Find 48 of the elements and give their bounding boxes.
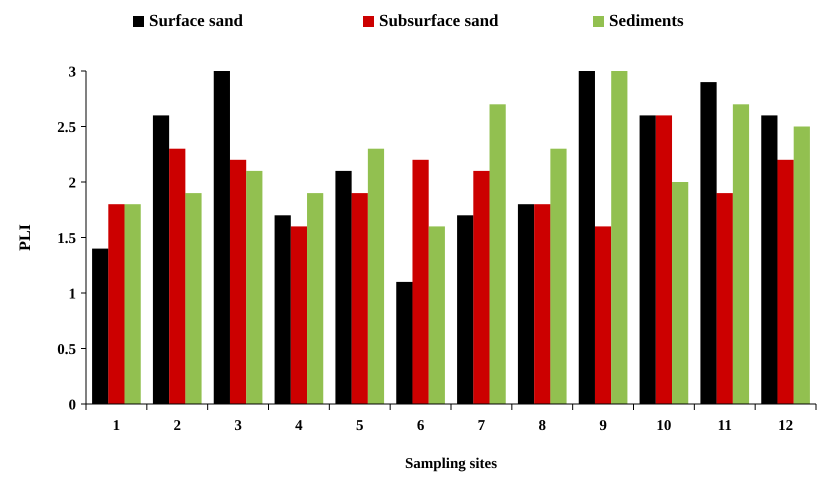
y-tick-label: 2.5: [57, 120, 76, 136]
bar: [611, 71, 628, 404]
x-tick-label: 2: [174, 418, 181, 434]
bar: [368, 148, 384, 404]
y-tick-label: 0: [68, 397, 76, 414]
bar: [534, 204, 550, 404]
bar: [352, 193, 368, 404]
bar: [412, 160, 429, 404]
x-tick-label: 11: [718, 418, 732, 434]
x-tick-label: 8: [538, 418, 546, 434]
x-tick-label: 4: [295, 418, 304, 434]
bar: [656, 115, 672, 404]
bar: [716, 193, 733, 404]
bar: [794, 126, 810, 404]
x-tick-label: 5: [356, 418, 364, 434]
x-tick-label: 9: [599, 418, 607, 434]
bar: [124, 204, 141, 404]
y-tick-label: 2: [68, 175, 76, 192]
y-tick-label: 0.5: [57, 342, 76, 358]
bar: [473, 170, 490, 404]
bar: [428, 226, 445, 404]
x-axis-title: Sampling sites: [404, 456, 498, 472]
y-tick-label: 1: [68, 286, 76, 302]
bar: [777, 160, 794, 404]
x-tick-label: 3: [234, 418, 242, 434]
bar: [550, 148, 567, 404]
bar: [246, 170, 262, 404]
x-tick-label: 1: [112, 418, 120, 434]
y-tick-label: 3: [68, 64, 76, 80]
bar: [490, 104, 506, 404]
bar: [594, 226, 612, 404]
bar: [230, 160, 246, 404]
x-tick-label: 12: [778, 418, 794, 434]
x-tick-label: 7: [478, 418, 486, 434]
bar: [169, 148, 186, 404]
legend-label: Subsurface sand: [379, 11, 500, 30]
x-tick-label: 6: [416, 418, 425, 434]
y-tick-label: 1.5: [57, 230, 76, 247]
bar: [672, 182, 688, 404]
legend-label: Sediments: [609, 11, 684, 30]
bar: [290, 226, 308, 404]
legend-label: Surface sand: [149, 11, 244, 30]
bar: [185, 193, 202, 404]
x-tick-label: 10: [656, 418, 672, 434]
bar: [307, 193, 324, 404]
bar: [732, 104, 750, 404]
y-axis-title: PLI: [17, 224, 34, 251]
bar: [108, 204, 125, 404]
